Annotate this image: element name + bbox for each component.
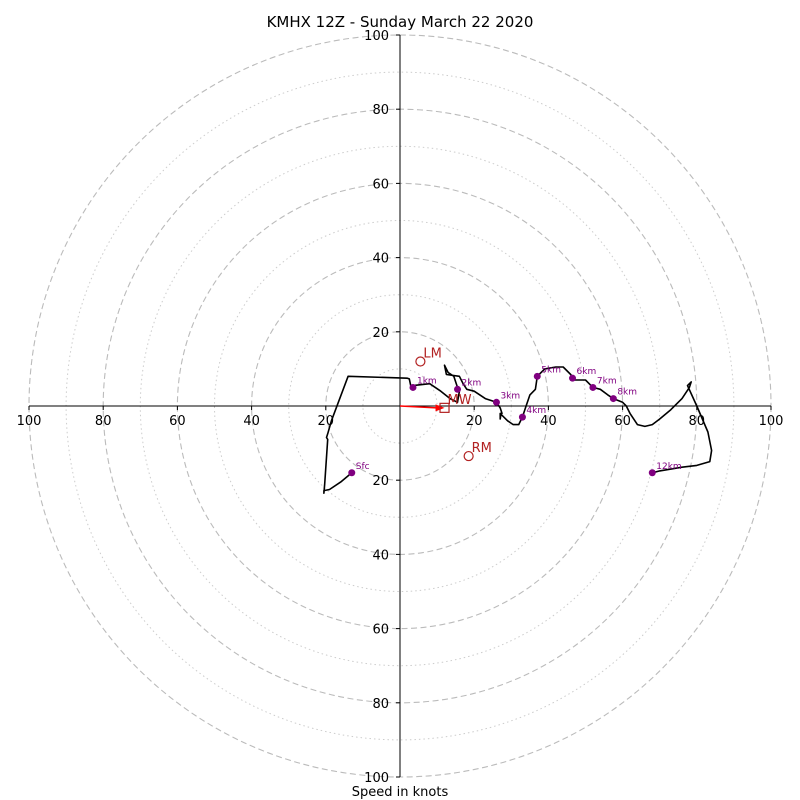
x-tick-label: 80 — [95, 414, 112, 429]
height-marker-point — [348, 469, 356, 477]
storm-motion-label: LM — [423, 346, 441, 361]
axes: 100 80 60 40 20 20 40 60 80 100100806040202040608… — [17, 29, 784, 786]
height-marker-label: 8km — [617, 388, 637, 398]
height-marker-label: 4km — [526, 406, 546, 416]
x-tick-label: 80 — [689, 414, 706, 429]
height-marker-point — [569, 374, 577, 382]
x-tick-label: 40 — [243, 414, 260, 429]
hodograph-trace — [323, 364, 713, 495]
y-tick-label: 20 — [372, 326, 389, 341]
height-marker-point — [518, 413, 526, 421]
y-tick-label: 100 — [364, 771, 389, 786]
height-marker-label: 7km — [597, 376, 617, 386]
storm-motion-marker — [463, 450, 474, 462]
x-tick-label: 20 — [466, 414, 483, 429]
y-tick-label: 80 — [372, 697, 389, 712]
height-marker-label: 2km — [462, 378, 482, 388]
x-tick-label: 100 — [759, 414, 784, 429]
y-tick-label: 60 — [372, 623, 389, 638]
x-tick-label: 100 — [17, 414, 42, 429]
height-marker-point — [648, 469, 656, 477]
storm-motion-marker — [439, 402, 450, 413]
x-axis-label: Speed in knots — [352, 785, 449, 800]
height-marker-point — [533, 372, 541, 380]
hodograph-line — [323, 364, 713, 495]
y-tick-label: 80 — [372, 103, 389, 118]
y-tick-label: 60 — [372, 177, 389, 192]
x-tick-label: 40 — [540, 414, 557, 429]
height-marker-point — [409, 383, 417, 391]
height-marker-point — [589, 383, 597, 391]
height-marker-label: Sfc — [356, 462, 370, 472]
y-tick-label: 40 — [372, 252, 389, 267]
height-marker-point — [492, 398, 500, 406]
mean-wind-arrow-shaft — [399, 405, 437, 409]
storm-motion-marker — [415, 356, 426, 367]
height-marker-label: 1km — [417, 376, 437, 386]
height-marker-label: 3km — [500, 391, 520, 401]
chart-title: KMHX 12Z - Sunday March 22 2020 — [267, 13, 534, 31]
height-marker-point — [609, 395, 617, 403]
height-marker-label: 12km — [656, 462, 681, 472]
y-tick-label: 40 — [372, 548, 389, 563]
height-marker-point — [454, 385, 462, 393]
height-marker-label: 6km — [577, 367, 597, 377]
x-tick-label: 60 — [614, 414, 631, 429]
y-tick-label: 20 — [372, 474, 389, 489]
storm-motion-label: MW — [448, 393, 472, 408]
x-tick-label: 60 — [169, 414, 186, 429]
storm-motion-label: RM — [472, 441, 492, 456]
y-tick-label: 100 — [364, 29, 389, 44]
height-marker-label: 5km — [541, 365, 561, 375]
storm-motion-markers: LM RM MW — [399, 346, 492, 462]
